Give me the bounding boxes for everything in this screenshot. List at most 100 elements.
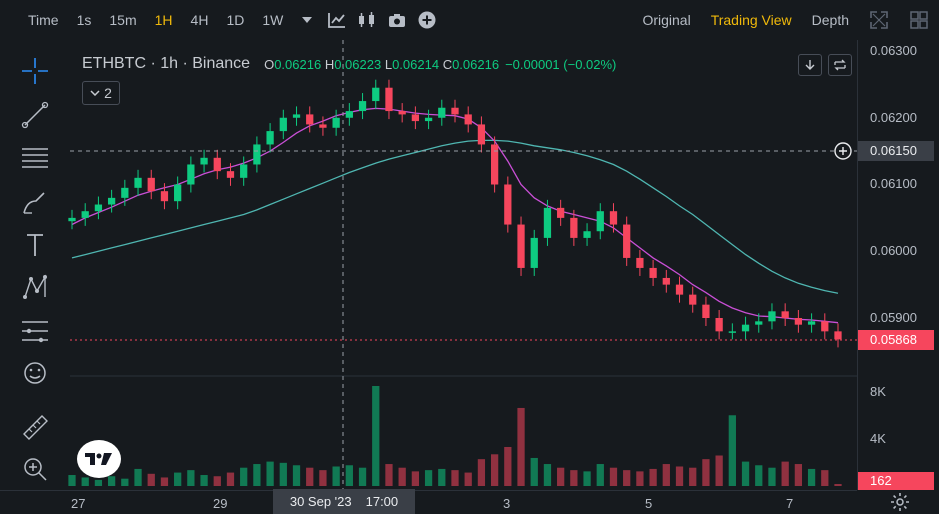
candle-body <box>781 311 789 318</box>
volume-bar <box>834 484 842 486</box>
candle-body <box>306 114 314 125</box>
price-tick: 0.05900 <box>870 310 917 325</box>
add-plus-icon[interactable] <box>412 0 442 40</box>
candle-body <box>411 114 420 122</box>
timeframe-dropdown-icon[interactable] <box>292 0 322 40</box>
volume-bar <box>583 471 591 486</box>
candle-body <box>134 177 142 188</box>
candle-body <box>107 197 116 205</box>
time-tick: 27 <box>71 496 86 511</box>
volume-bar <box>438 468 446 486</box>
timeframe-4h[interactable]: 4H <box>190 12 209 28</box>
crosshair-price-badge: 0.06150 <box>858 141 934 161</box>
timeframe-1w[interactable]: 1W <box>262 12 284 28</box>
volume-bar <box>451 470 459 486</box>
candle-body <box>583 231 591 238</box>
candle-body <box>570 217 578 238</box>
volume-bar <box>306 467 314 486</box>
trend-line-tool-icon[interactable] <box>20 100 50 130</box>
candle-body <box>147 177 155 192</box>
time-tick: 3 <box>503 496 511 511</box>
volume-bar <box>517 407 525 486</box>
candle-body <box>319 124 327 128</box>
volume-bar <box>609 467 618 486</box>
settings-gear-icon[interactable] <box>890 492 910 512</box>
volume-bar <box>504 446 512 486</box>
candle-body <box>174 184 182 202</box>
candle-body <box>160 191 169 202</box>
zoom-in-tool-icon[interactable] <box>20 454 50 484</box>
volume-bar <box>385 464 393 486</box>
chart-type-candles-icon[interactable] <box>352 0 382 40</box>
volume-bar <box>345 465 353 486</box>
volume-bar <box>596 464 604 486</box>
volume-bar <box>477 459 486 486</box>
candle-body <box>649 267 657 278</box>
pattern-tool-icon[interactable] <box>20 273 50 303</box>
emoji-tool-icon[interactable] <box>20 358 50 388</box>
volume-bar <box>662 464 670 486</box>
volume-bar <box>81 477 89 486</box>
crosshair-tool-icon[interactable] <box>20 56 50 86</box>
view-original[interactable]: Original <box>642 12 691 28</box>
chart-legend: ETHBTC · 1h · Binance O0.06216 H0.06223 … <box>82 55 616 73</box>
candle-body <box>279 117 287 132</box>
time-label[interactable]: Time <box>28 12 59 28</box>
view-trading-view[interactable]: Trading View <box>710 12 792 28</box>
time-axis[interactable] <box>0 490 857 514</box>
timeframe-1d[interactable]: 1D <box>226 12 245 28</box>
text-tool-icon[interactable] <box>20 230 50 260</box>
ma-fast-line <box>71 107 839 324</box>
candle-body <box>424 117 433 122</box>
candle-body <box>240 164 248 178</box>
indicator-collapse-button[interactable]: 2 <box>82 81 120 105</box>
reset-chart-button[interactable] <box>828 54 852 76</box>
candle-body <box>609 211 618 225</box>
tradingview-logo[interactable] <box>77 440 121 478</box>
candle-body <box>794 318 803 325</box>
candle-body <box>807 321 816 325</box>
camera-icon[interactable] <box>382 0 412 40</box>
volume-bar <box>728 415 736 486</box>
ruler-tool-icon[interactable] <box>20 412 50 442</box>
candle-body <box>358 101 367 112</box>
volume-bar <box>689 467 697 486</box>
add-alert-icon[interactable] <box>834 142 852 160</box>
price-axis[interactable] <box>857 40 939 490</box>
price-tick: 0.06300 <box>870 43 917 58</box>
volume-bar <box>200 475 208 486</box>
volume-bar <box>464 472 472 486</box>
timeframe-1s[interactable]: 1s <box>76 12 92 28</box>
candle-body <box>187 164 195 185</box>
volume-bar <box>279 462 287 486</box>
fullscreen-icon[interactable] <box>859 0 899 40</box>
scroll-down-button[interactable] <box>798 54 822 76</box>
candle-body <box>728 331 736 333</box>
crosshair-time-badge: 30 Sep '23 17:00 <box>273 489 415 514</box>
volume-bar <box>807 468 816 486</box>
volume-tick: 8K <box>870 384 886 399</box>
brush-tool-icon[interactable] <box>20 187 50 217</box>
timeframe-15m[interactable]: 15m <box>109 12 137 28</box>
chevron-down-icon <box>90 90 100 96</box>
layout-grid-icon[interactable] <box>899 0 939 40</box>
view-depth[interactable]: Depth <box>811 12 849 28</box>
horizontal-lines-tool-icon[interactable] <box>20 143 50 173</box>
volume-bar <box>226 472 235 486</box>
indicators-icon[interactable] <box>322 0 352 40</box>
price-tick: 0.06000 <box>870 243 917 258</box>
volume-bar <box>358 467 367 486</box>
candle-body <box>121 187 129 198</box>
measure-levels-tool-icon[interactable] <box>20 316 50 346</box>
candle-body <box>464 114 472 125</box>
volume-bar <box>702 459 710 486</box>
volume-bar <box>147 473 155 486</box>
change-value: −0.00001 (−0.02%) <box>505 56 617 72</box>
volume-bar <box>649 468 657 486</box>
price-tick: 0.06200 <box>870 110 917 125</box>
volume-bar <box>755 465 763 486</box>
candle-body <box>398 111 406 115</box>
candle-body <box>517 224 525 268</box>
timeframe-1h[interactable]: 1H <box>154 12 173 28</box>
